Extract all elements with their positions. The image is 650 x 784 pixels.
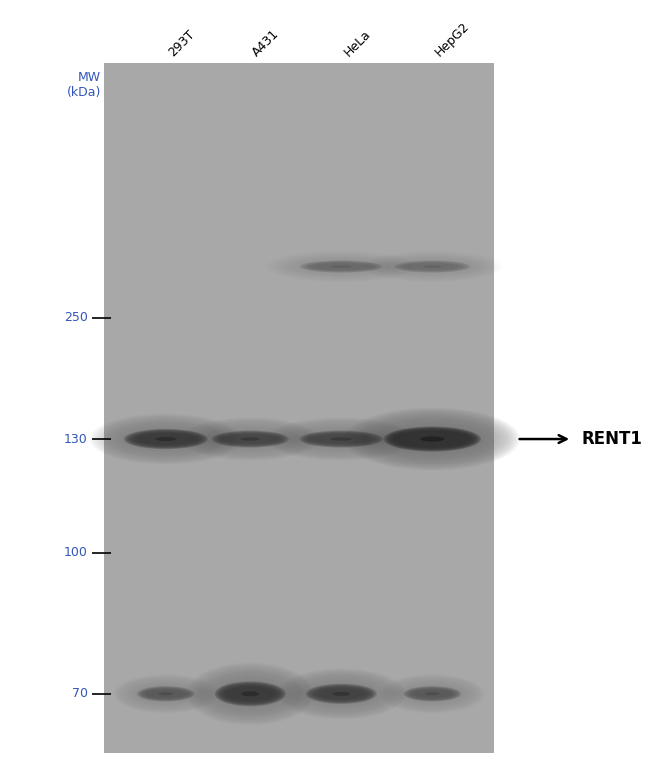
Ellipse shape <box>306 684 377 704</box>
Ellipse shape <box>313 687 369 701</box>
Ellipse shape <box>215 682 285 706</box>
Text: 130: 130 <box>64 433 88 445</box>
Ellipse shape <box>394 430 471 448</box>
Ellipse shape <box>312 687 370 701</box>
Ellipse shape <box>396 431 468 447</box>
Ellipse shape <box>130 431 202 447</box>
Ellipse shape <box>138 687 194 701</box>
Text: 100: 100 <box>64 546 88 559</box>
Ellipse shape <box>384 426 481 452</box>
Ellipse shape <box>133 432 199 446</box>
Ellipse shape <box>310 686 372 702</box>
Ellipse shape <box>387 428 477 450</box>
Ellipse shape <box>220 434 281 445</box>
Ellipse shape <box>137 686 194 702</box>
Ellipse shape <box>218 433 282 445</box>
Ellipse shape <box>304 432 379 446</box>
Ellipse shape <box>224 686 276 702</box>
Ellipse shape <box>216 682 284 706</box>
Ellipse shape <box>125 430 206 448</box>
Ellipse shape <box>219 684 281 704</box>
Ellipse shape <box>299 430 384 448</box>
Ellipse shape <box>140 688 191 700</box>
Ellipse shape <box>306 433 377 445</box>
Ellipse shape <box>308 685 374 702</box>
Ellipse shape <box>159 692 173 695</box>
Ellipse shape <box>213 431 287 447</box>
Ellipse shape <box>389 429 476 449</box>
Ellipse shape <box>393 430 472 448</box>
Ellipse shape <box>406 688 458 700</box>
Ellipse shape <box>311 686 371 702</box>
Text: HeLa: HeLa <box>341 27 373 59</box>
Ellipse shape <box>217 683 283 705</box>
Ellipse shape <box>425 692 439 695</box>
Ellipse shape <box>127 430 205 448</box>
Ellipse shape <box>214 681 286 706</box>
Ellipse shape <box>307 684 375 703</box>
Ellipse shape <box>332 691 350 696</box>
Text: 250: 250 <box>64 311 88 324</box>
Ellipse shape <box>218 433 283 445</box>
Ellipse shape <box>390 429 474 449</box>
Ellipse shape <box>398 432 467 446</box>
Ellipse shape <box>385 427 480 451</box>
Ellipse shape <box>404 686 461 702</box>
Text: 293T: 293T <box>166 27 197 59</box>
Ellipse shape <box>222 685 278 702</box>
Ellipse shape <box>221 684 280 703</box>
Ellipse shape <box>391 430 473 448</box>
Ellipse shape <box>306 684 376 703</box>
Ellipse shape <box>420 437 445 441</box>
Ellipse shape <box>140 688 192 700</box>
Ellipse shape <box>241 691 259 696</box>
Ellipse shape <box>404 687 460 701</box>
Ellipse shape <box>314 688 369 700</box>
Ellipse shape <box>124 429 208 449</box>
Text: HepG2: HepG2 <box>432 20 472 59</box>
Ellipse shape <box>155 437 176 441</box>
Ellipse shape <box>220 684 280 703</box>
Ellipse shape <box>216 432 284 446</box>
Ellipse shape <box>211 430 289 448</box>
Ellipse shape <box>131 432 200 446</box>
Ellipse shape <box>331 437 352 441</box>
Ellipse shape <box>406 687 459 701</box>
Ellipse shape <box>305 432 378 446</box>
Ellipse shape <box>407 688 458 700</box>
Ellipse shape <box>403 686 462 702</box>
Ellipse shape <box>240 437 260 441</box>
Ellipse shape <box>422 265 442 268</box>
Ellipse shape <box>128 430 203 448</box>
Ellipse shape <box>309 685 373 702</box>
Ellipse shape <box>308 434 374 445</box>
Text: A431: A431 <box>250 27 282 59</box>
Ellipse shape <box>301 431 382 447</box>
Ellipse shape <box>135 433 197 445</box>
Ellipse shape <box>331 265 352 268</box>
Ellipse shape <box>307 433 376 445</box>
Ellipse shape <box>136 686 195 702</box>
Ellipse shape <box>386 427 478 451</box>
Ellipse shape <box>302 431 380 447</box>
Ellipse shape <box>218 684 282 704</box>
Ellipse shape <box>134 433 198 445</box>
Ellipse shape <box>344 408 520 470</box>
Ellipse shape <box>139 687 192 701</box>
Ellipse shape <box>213 430 288 448</box>
Ellipse shape <box>125 430 207 448</box>
Text: MW
(kDa): MW (kDa) <box>66 71 101 99</box>
Ellipse shape <box>214 431 286 447</box>
Ellipse shape <box>129 431 202 447</box>
Text: 70: 70 <box>72 688 88 700</box>
Ellipse shape <box>223 686 278 702</box>
Ellipse shape <box>299 260 384 273</box>
Ellipse shape <box>300 430 382 448</box>
Ellipse shape <box>395 431 469 447</box>
Ellipse shape <box>215 432 285 446</box>
Text: RENT1: RENT1 <box>582 430 643 448</box>
Bar <box>104 63 494 753</box>
